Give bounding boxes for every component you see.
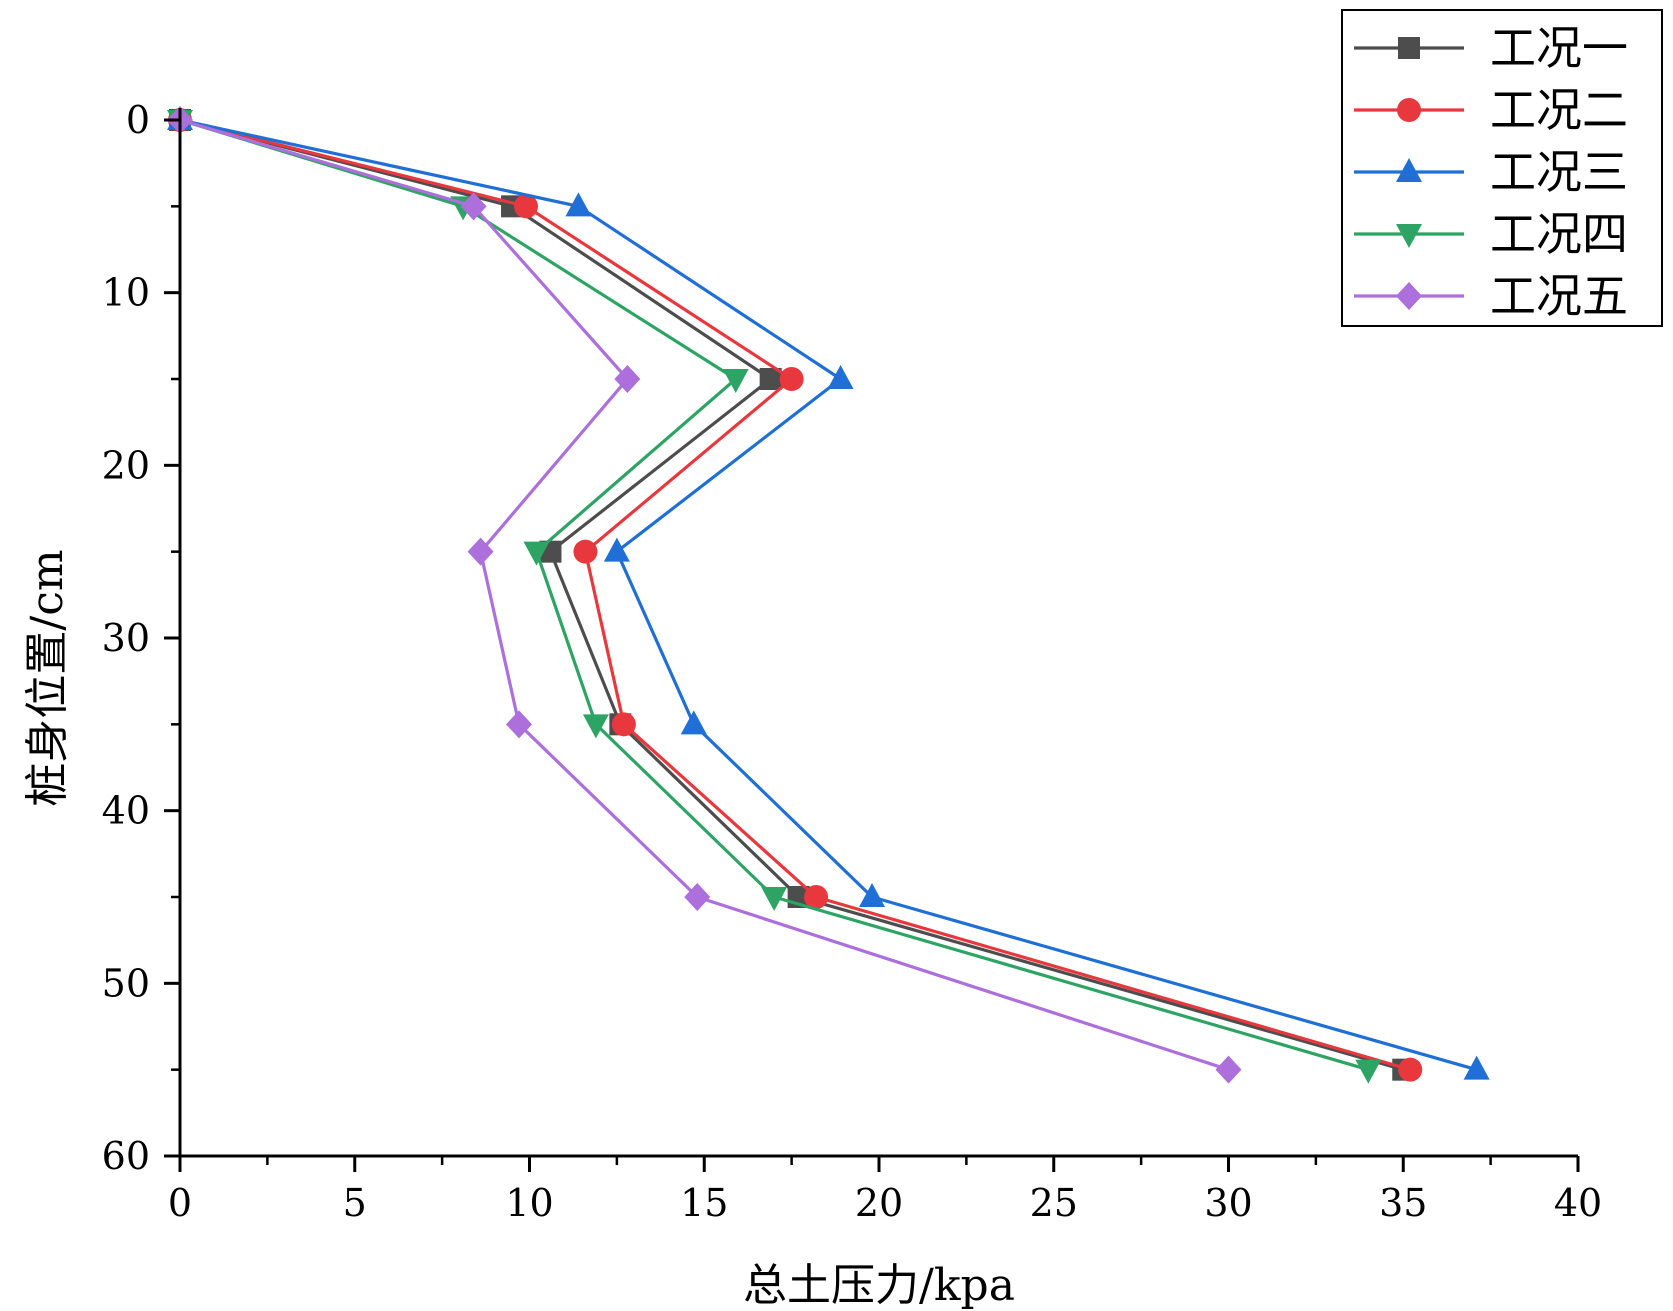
legend-label: 工况二 [1490,83,1628,137]
data-point [804,885,829,909]
x-tick-label: 5 [343,1181,367,1225]
data-point [722,369,749,393]
y-tick-label: 40 [102,789,150,833]
series-1 [169,109,1415,1081]
x-tick-label: 20 [855,1181,903,1225]
series-line-3 [179,118,1478,1072]
data-point [603,537,630,562]
legend-item: 工况二 [1354,83,1628,137]
y-tick-label: 20 [102,443,150,487]
data-point [1463,1055,1490,1080]
legend-swatch-marker [1398,37,1420,59]
data-point [565,192,592,217]
data-point [523,541,550,566]
x-axis-title: 总土压力/kpa [743,1260,1015,1311]
legend-box [1341,9,1663,327]
y-tick-label: 0 [126,98,150,142]
series-2 [168,108,1423,1082]
x-tick-label: 25 [1030,1181,1078,1225]
data-point [680,710,707,735]
data-point [1398,1057,1423,1082]
y-axis-title: 桩身位置/cm [22,549,73,806]
data-point [467,537,494,566]
data-point [1355,1059,1382,1084]
y-tick-label: 30 [102,616,150,660]
x-tick-label: 10 [505,1181,553,1225]
data-point [827,365,854,389]
series-3 [167,106,1490,1080]
data-point [779,367,804,391]
data-point [1215,1055,1242,1084]
data-point [573,539,598,564]
data-point [506,710,533,739]
legend-item: 工况一 [1354,21,1628,75]
legend-item: 工况四 [1354,207,1628,261]
series-line-4 [179,118,1369,1072]
y-tick-label: 50 [102,961,150,1005]
legend-swatch-marker [1397,98,1421,122]
x-tick-label: 0 [168,1181,192,1225]
data-point [761,887,788,911]
legend-label: 工况四 [1490,207,1628,261]
data-point [582,714,609,739]
legend-label: 工况三 [1490,145,1628,199]
data-point [859,883,886,907]
legend-swatch-marker [1396,282,1422,310]
plot-area [167,106,1490,1084]
data-point [684,883,711,911]
x-tick-label: 15 [680,1181,728,1225]
data-point [614,365,641,393]
legend-label: 工况五 [1490,269,1628,323]
legend-item: 工况三 [1354,145,1628,199]
data-point [460,192,487,221]
legend-item: 工况五 [1354,269,1628,323]
x-tick-label: 40 [1554,1181,1602,1225]
series-4 [167,110,1382,1084]
y-tick-label: 60 [102,1134,150,1178]
data-point [611,712,636,737]
series-line-5 [179,118,1229,1072]
y-tick-label: 10 [102,271,150,315]
axes: 0 5 10 15 20 25 30 35 40 0 10 20 30 40 50 60 总土压力/kpa 桩身位… [22,98,1602,1311]
series-5 [167,106,1242,1084]
legend-label: 工况一 [1490,21,1628,75]
data-point [759,368,782,390]
x-tick-label: 30 [1204,1181,1252,1225]
data-point [514,194,539,219]
legend-swatch-marker [1396,224,1422,248]
x-tick-label: 35 [1379,1181,1427,1225]
legend-swatch-marker [1396,158,1422,182]
